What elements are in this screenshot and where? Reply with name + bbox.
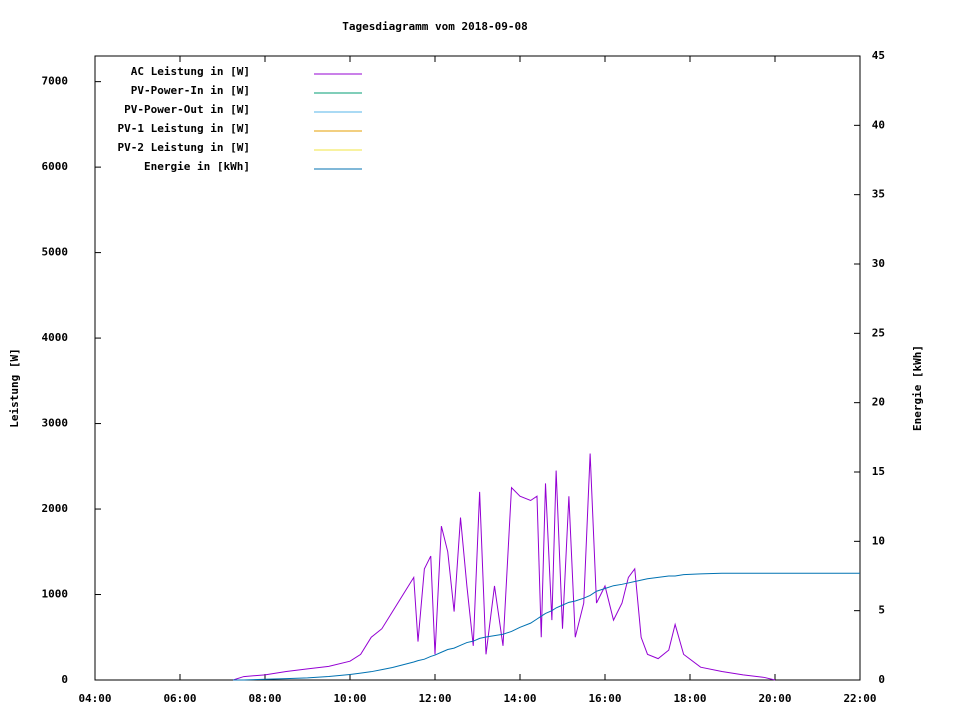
y2-tick-label: 30 (872, 257, 885, 270)
y2-tick-label: 40 (872, 118, 885, 131)
y2-tick-label: 25 (872, 326, 885, 339)
y2-tick-label: 15 (872, 465, 885, 478)
x-tick-label: 10:00 (333, 692, 366, 705)
y-tick-label: 1000 (42, 588, 69, 601)
chart-title: Tagesdiagramm vom 2018-09-08 (342, 20, 527, 33)
series-line (233, 572, 860, 681)
y2-tick-label: 20 (872, 396, 885, 409)
legend-label: PV-Power-In in [W] (131, 84, 250, 97)
x-tick-label: 18:00 (673, 692, 706, 705)
y-tick-label: 6000 (42, 160, 69, 173)
x-tick-label: 14:00 (503, 692, 536, 705)
y-tick-label: 5000 (42, 246, 69, 259)
x-tick-label: 04:00 (78, 692, 111, 705)
legend-label: PV-1 Leistung in [W] (118, 122, 250, 135)
y-tick-label: 7000 (42, 75, 69, 88)
y2-tick-label: 35 (872, 188, 885, 201)
y2-axis-label: Energie [kWh] (911, 345, 924, 431)
plot-frame (94, 55, 861, 681)
series-line (232, 453, 776, 681)
x-tick-label: 16:00 (588, 692, 621, 705)
y-axis-label: Leistung [W] (8, 348, 21, 427)
y2-tick-label: 5 (878, 604, 885, 617)
legend-label: AC Leistung in [W] (131, 65, 250, 78)
legend-label: PV-Power-Out in [W] (124, 103, 250, 116)
legend-label: PV-2 Leistung in [W] (118, 141, 250, 154)
y-tick-label: 3000 (42, 417, 69, 430)
y-tick-label: 0 (61, 673, 68, 686)
legend-label: Energie in [kWh] (144, 160, 250, 173)
y2-tick-label: 45 (872, 49, 885, 62)
y-tick-label: 2000 (42, 502, 69, 515)
y2-tick-label: 0 (878, 673, 885, 686)
x-tick-label: 12:00 (418, 692, 451, 705)
x-tick-label: 06:00 (163, 692, 196, 705)
x-tick-label: 22:00 (843, 692, 876, 705)
x-tick-label: 20:00 (758, 692, 791, 705)
y2-tick-label: 10 (872, 534, 885, 547)
x-tick-label: 08:00 (248, 692, 281, 705)
y-tick-label: 4000 (42, 331, 69, 344)
